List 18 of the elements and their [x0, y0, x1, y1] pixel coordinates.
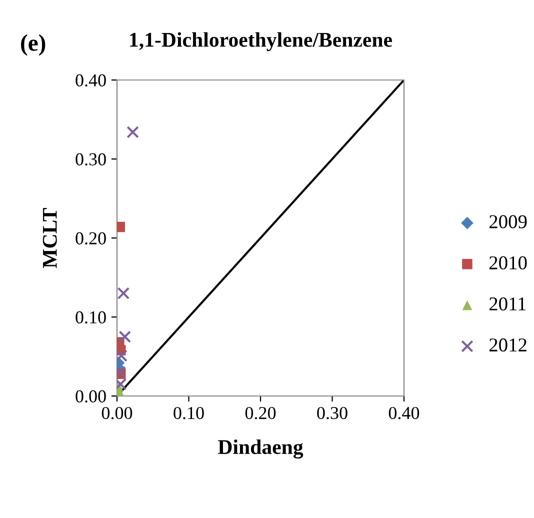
text: (e) — [21, 34, 46, 56]
chart-title: 1,1-Dichloroethylene/Benzene — [130, 32, 392, 52]
legend-label: 2010 — [489, 256, 527, 270]
x-tick-label: 0.20 — [245, 406, 276, 420]
y-tick-label: 0.40 — [76, 74, 106, 87]
legend-label: 2011 — [489, 297, 526, 310]
legend-label: 2009 — [489, 215, 527, 228]
y-tick-label: 0.00 — [76, 390, 106, 403]
y-tick-label: 0.10 — [76, 311, 106, 324]
x-tick-label: 0.40 — [388, 406, 420, 420]
y-axis-title: MCLT — [42, 208, 57, 268]
x-tick-label: 0.10 — [174, 406, 204, 420]
x-axis-title: Dindaeng — [218, 439, 304, 459]
y-tick-label: 0.30 — [76, 153, 106, 166]
y-tick-label: 0.20 — [76, 232, 106, 245]
legend-label: 2012 — [489, 338, 526, 352]
x-tick-label: 0.00 — [102, 406, 132, 420]
x-tick-label: 0.30 — [317, 406, 348, 420]
